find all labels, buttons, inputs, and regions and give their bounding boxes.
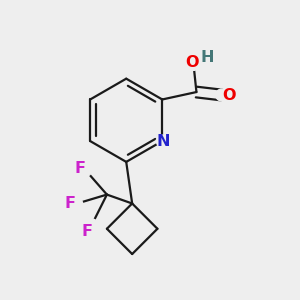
Circle shape: [81, 166, 92, 176]
Circle shape: [156, 135, 168, 147]
Circle shape: [72, 198, 83, 209]
Text: O: O: [185, 55, 199, 70]
Text: O: O: [222, 88, 236, 103]
Circle shape: [87, 219, 98, 230]
Circle shape: [187, 57, 200, 70]
Text: N: N: [157, 134, 170, 148]
Text: H: H: [200, 50, 214, 65]
Circle shape: [216, 89, 228, 101]
Text: F: F: [64, 196, 75, 211]
Text: F: F: [74, 161, 85, 176]
Text: F: F: [81, 224, 92, 239]
